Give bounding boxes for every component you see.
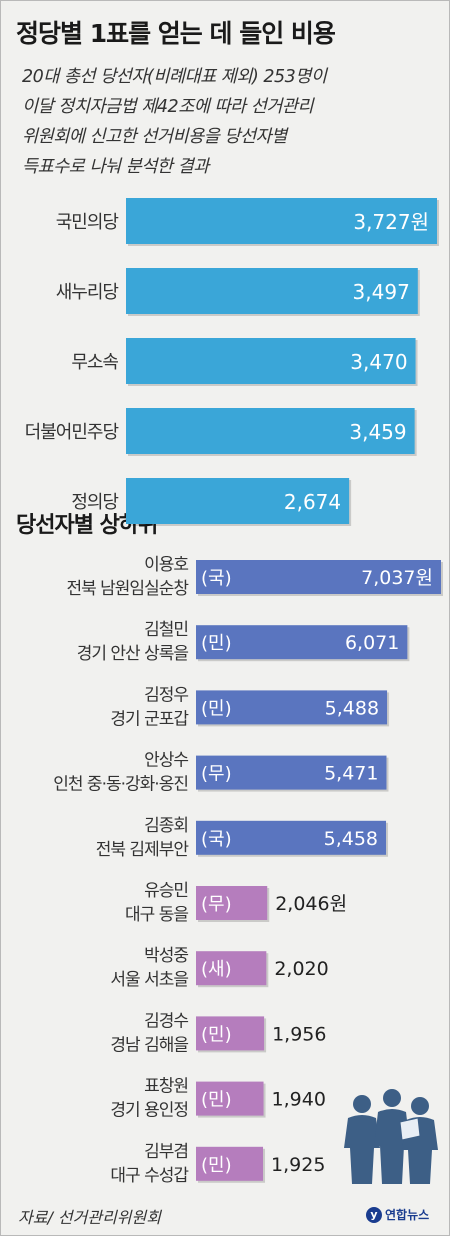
candidate-district: 경기 안산 상록을 [77,644,189,664]
party-label: 무소속 [71,352,118,373]
party-value-label: 3,470 [350,350,407,374]
chart-subtitle: 20대 총선 당선자(비례대표 제외) 253명이 이달 정치자금법 제42조에… [22,67,327,177]
candidate-bar [196,886,268,920]
candidate-bar [196,1081,264,1116]
candidate-value-label: 7,037원 [361,567,433,589]
candidate-value-label: 5,488 [325,697,379,719]
candidate-name: 안상수 [144,751,188,771]
party-bar [126,338,416,384]
candidate-party: (새) [201,959,232,980]
candidate-district: 전북 김제부안 [96,840,190,860]
party-bar [126,268,418,314]
candidate-party: (민) [201,633,232,654]
candidate-bar [196,625,408,660]
candidate-bar [196,690,388,725]
yonhap-logo-icon: y [366,1206,382,1223]
candidate-bar [196,755,387,790]
party-label: 정의당 [71,492,118,513]
candidate-value-label: 5,471 [324,763,378,785]
candidate-district: 대구 동을 [125,905,188,925]
party-bar [126,408,415,454]
candidate-name: 유승민 [144,881,188,901]
source-note: 자료/ 선거관리위원회 [18,1208,161,1227]
party-value-label: 3,459 [349,420,406,444]
party-value-label: 3,497 [353,280,410,304]
party-label: 국민의당 [56,212,119,233]
candidate-name: 김종회 [144,816,188,836]
candidate-bar [196,1146,264,1181]
candidate-value-label: 1,956 [272,1023,326,1045]
chart-title: 정당별 1표를 얻는 데 들인 비용 [16,19,336,48]
candidate-district: 경남 김해을 [110,1035,188,1055]
yonhap-logo-text: 연합뉴스 [385,1208,430,1222]
candidate-value-label: 2,020 [274,958,328,980]
candidate-name: 김정우 [144,685,188,705]
candidate-name: 박성중 [144,946,188,966]
party-value-label: 3,727원 [353,210,429,234]
candidate-party: (민) [201,1090,232,1111]
candidate-value-label: 1,925 [271,1154,325,1176]
candidate-value-label: 6,071 [345,632,399,654]
candidate-name: 김철민 [144,620,188,640]
candidate-district: 서울 서초을 [110,970,188,990]
candidate-value-label: 5,458 [324,828,378,850]
candidate-bar [196,1016,265,1051]
candidate-bar [196,560,441,594]
candidate-party: (민) [201,1155,232,1176]
candidate-bar [196,951,267,986]
candidate-value-label: 1,940 [272,1089,326,1111]
people-silhouette-icon [344,1089,438,1184]
party-value-label: 2,674 [284,490,341,514]
party-label: 새누리당 [56,282,119,303]
candidate-name: 김부겸 [144,1142,188,1162]
candidate-bar [196,820,387,855]
candidate-party: (무) [201,764,232,785]
candidate-district: 경기 용인정 [110,1101,188,1121]
candidate-name: 이용호 [144,555,188,575]
party-bar [126,198,437,244]
candidate-party: (국) [201,829,232,850]
yonhap-logo: y 연합뉴스 [366,1206,429,1223]
candidate-name: 표창원 [144,1077,188,1097]
candidate-district: 전북 남원임실순창 [66,579,189,599]
candidate-value-label: 2,046원 [275,893,347,915]
party-label: 더불어민주당 [25,422,119,443]
candidate-name: 김경수 [144,1011,188,1031]
candidate-party: (무) [201,894,232,915]
candidate-district: 인천 중·동·강화·옹진 [53,775,188,795]
candidate-party: (민) [201,1024,232,1045]
candidate-party: (국) [201,568,232,589]
candidate-party: (민) [201,698,232,719]
candidate-district: 대구 수성갑 [110,1166,189,1186]
candidate-district: 경기 군포갑 [110,709,189,729]
party-bar [126,478,350,524]
